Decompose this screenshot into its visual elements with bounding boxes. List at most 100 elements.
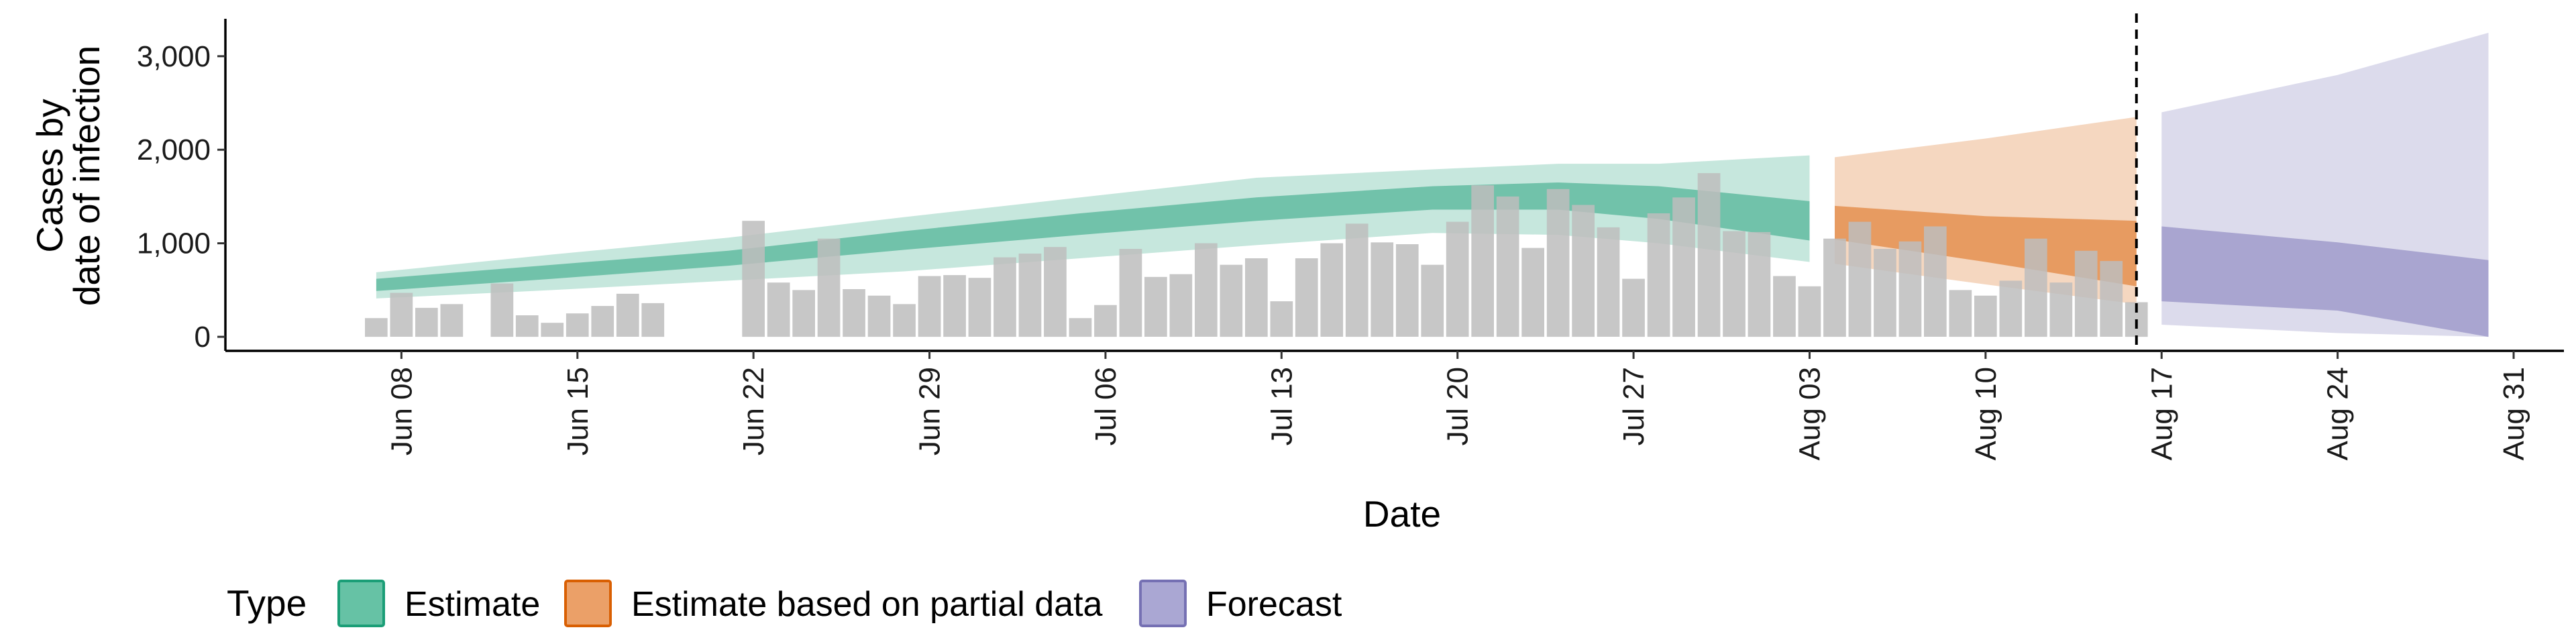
legend: Type Estimate Estimate based on partial … [227, 580, 1342, 627]
x-tick-label: Aug 03 [1794, 367, 1827, 460]
case-bar [1371, 242, 1394, 337]
case-bar [1195, 243, 1218, 337]
x-tick-label: Aug 10 [1970, 367, 2002, 460]
legend-label-forecast: Forecast [1206, 585, 1342, 624]
legend-label-partial: Estimate based on partial data [631, 585, 1103, 624]
case-bar [1672, 197, 1695, 337]
case-bar [968, 278, 991, 337]
x-tick-label: Jun 29 [914, 367, 947, 455]
y-axis-title-line-1: Cases by [29, 99, 70, 253]
case-bar [1018, 254, 1042, 337]
uncertainty-bands [376, 32, 2489, 337]
case-bar [1898, 241, 1922, 337]
case-bar [591, 306, 614, 337]
case-bar [1496, 196, 1519, 337]
case-bar [1521, 248, 1544, 337]
y-tick-label: 0 [195, 321, 211, 354]
legend-key-estimate [337, 580, 385, 627]
case-bar [918, 276, 941, 337]
case-bar [817, 238, 841, 337]
case-bar [616, 293, 639, 337]
case-bar [1974, 295, 1997, 337]
forecast-band-50 [2161, 226, 2489, 337]
case-bar [843, 289, 865, 337]
case-bar [1144, 276, 1167, 337]
case-bar [2100, 261, 2123, 337]
case-bar [541, 323, 564, 337]
case-bar [2025, 238, 2047, 337]
x-tick-label: Jun 15 [561, 367, 594, 455]
x-tick-label: Jul 20 [1442, 367, 1474, 445]
legend-item-estimate: Estimate [337, 580, 540, 627]
legend-key-forecast [1139, 580, 1187, 627]
x-tick-label: Jun 08 [385, 367, 418, 455]
y-tick-label: 1,000 [137, 227, 211, 260]
case-bar [1622, 278, 1645, 337]
case-bar [1320, 243, 1344, 337]
case-bar [1874, 249, 1896, 337]
case-bar [641, 303, 665, 337]
case-bar [1748, 231, 1771, 337]
case-bar [1395, 244, 1419, 337]
case-bar [742, 221, 765, 337]
legend-key-partial [564, 580, 612, 627]
case-bar [1697, 173, 1721, 337]
x-axis-title: Date [1363, 493, 1441, 535]
observed-case-bars [365, 173, 2148, 337]
legend-item-forecast: Forecast [1139, 580, 1342, 627]
case-bar [1446, 221, 1469, 337]
case-bar [1169, 274, 1193, 337]
x-tick-label: Jul 06 [1089, 367, 1122, 445]
case-bar [943, 275, 966, 337]
case-bar [792, 290, 815, 337]
case-bar [1949, 290, 1972, 337]
case-bar [1119, 249, 1142, 337]
x-tick-label: Jul 27 [1617, 367, 1650, 445]
case-bar [1546, 189, 1570, 337]
case-bar [415, 307, 438, 337]
case-bar [867, 295, 891, 337]
y-axis-title-line-2: date of infection [66, 46, 107, 306]
case-bar [365, 318, 388, 337]
case-bar [390, 292, 413, 337]
legend-title: Type [227, 582, 307, 624]
case-bar [767, 282, 790, 337]
case-bar [1647, 213, 1670, 337]
case-bar [440, 304, 464, 337]
y-tick-label: 2,000 [137, 133, 211, 166]
x-tick-label: Jun 22 [737, 367, 770, 455]
case-bar [1924, 226, 1947, 337]
case-bar [2049, 282, 2073, 337]
case-bar [1848, 221, 1872, 337]
case-bar [2074, 250, 2098, 337]
y-tick-label: 3,000 [137, 40, 211, 73]
case-bar [893, 304, 916, 337]
case-bar [566, 313, 589, 337]
legend-label-estimate: Estimate [405, 585, 540, 624]
partial-band-50 [1835, 205, 2137, 286]
case-bar [994, 257, 1016, 337]
x-tick-label: Aug 24 [2322, 367, 2355, 460]
case-bar [1220, 264, 1243, 337]
case-bar [1471, 185, 1494, 337]
case-bar [1044, 247, 1067, 337]
case-bar [1245, 258, 1268, 337]
case-bar [1723, 231, 1746, 337]
case-bar [1572, 205, 1595, 337]
case-bar [1094, 305, 1117, 337]
case-bar [1999, 280, 2023, 337]
case-bar [1069, 318, 1092, 337]
case-bar [1798, 286, 1821, 337]
y-axis-title: Cases by date of infection [29, 46, 107, 306]
case-bar [1823, 238, 1846, 337]
axes: 0 1,000 2,000 3,000 Jun 08 Jun 15 Jun 22 Jun 29… [137, 19, 2564, 460]
case-bar [1421, 264, 1444, 337]
x-tick-label: Aug 31 [2498, 367, 2530, 460]
case-bar [1295, 258, 1318, 337]
estimate-band-50 [376, 182, 1810, 291]
x-tick-label: Aug 17 [2145, 367, 2178, 460]
case-bar [515, 315, 539, 337]
case-bar [1597, 227, 1620, 337]
case-bar [490, 283, 514, 337]
